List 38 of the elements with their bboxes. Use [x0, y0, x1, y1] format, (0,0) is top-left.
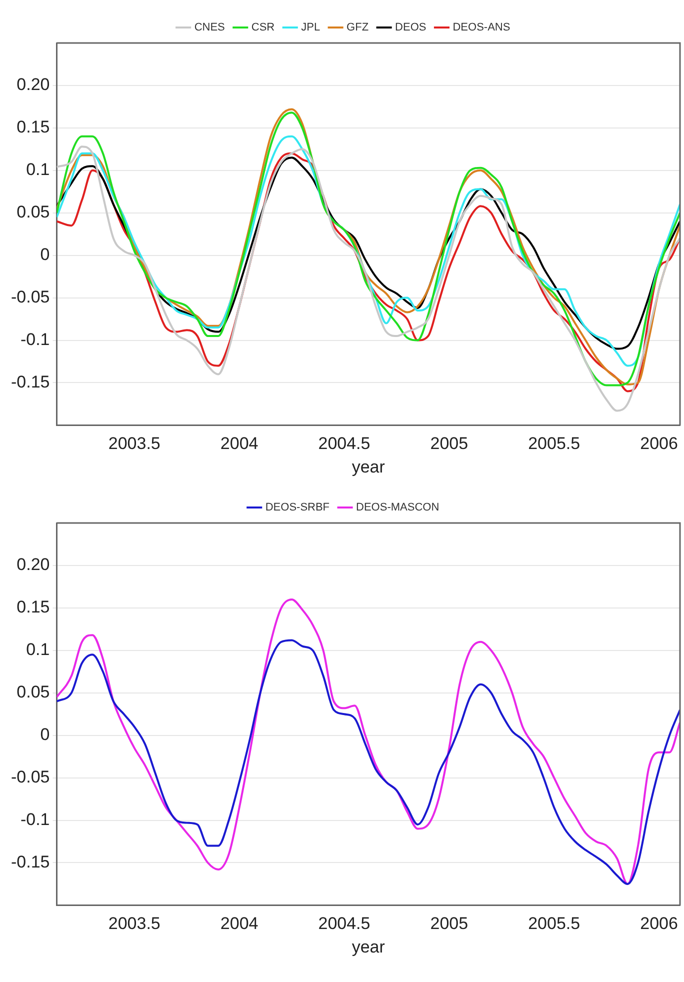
y-tick-label: 0.05: [16, 682, 50, 702]
x-tick-label: 2004.5: [318, 914, 370, 934]
y-tick-label: -0.15: [11, 372, 50, 392]
legend-label: DEOS-ANS: [452, 22, 510, 34]
x-tick-label: 2003.5: [108, 914, 160, 934]
y-tick-label: -0.05: [11, 287, 50, 306]
y-tick-label: 0.1: [26, 160, 50, 180]
legend-label: CSR: [251, 22, 275, 34]
x-tick-label: 2003.5: [108, 434, 160, 454]
x-tick-label: 2005: [430, 434, 468, 454]
x-tick-label: 2006: [640, 914, 678, 934]
y-tick-label: -0.15: [11, 852, 50, 872]
x-axis-title: year: [352, 937, 386, 956]
x-tick-label: 2005: [430, 914, 468, 934]
legend-label: DEOS-SRBF: [265, 502, 330, 514]
y-tick-label: 0.20: [16, 75, 50, 94]
y-tick-label: 0.1: [26, 640, 50, 660]
legend-label: JPL: [301, 22, 320, 34]
y-tick-label: 0.05: [16, 202, 50, 222]
legend-label: DEOS-MASCON: [356, 502, 440, 514]
x-tick-label: 2005.5: [528, 434, 580, 454]
x-tick-label: 2006: [640, 434, 678, 454]
y-tick-label: 0: [40, 245, 50, 264]
x-tick-label: 2004: [220, 914, 258, 934]
y-tick-label: 0.15: [16, 598, 50, 617]
y-tick-label: -0.1: [20, 810, 50, 829]
x-tick-label: 2004.5: [318, 434, 370, 454]
y-tick-label: -0.05: [11, 767, 50, 786]
x-tick-label: 2005.5: [528, 914, 580, 934]
y-tick-label: -0.1: [20, 330, 50, 349]
x-tick-label: 2004: [220, 434, 258, 454]
x-axis-title: year: [352, 457, 386, 476]
legend-label: GFZ: [346, 22, 369, 34]
y-tick-label: 0.20: [16, 555, 50, 574]
y-tick-label: 0: [40, 725, 50, 744]
legend-label: CNES: [194, 22, 225, 34]
legend-label: DEOS: [395, 22, 426, 34]
y-tick-label: 0.15: [16, 118, 50, 137]
